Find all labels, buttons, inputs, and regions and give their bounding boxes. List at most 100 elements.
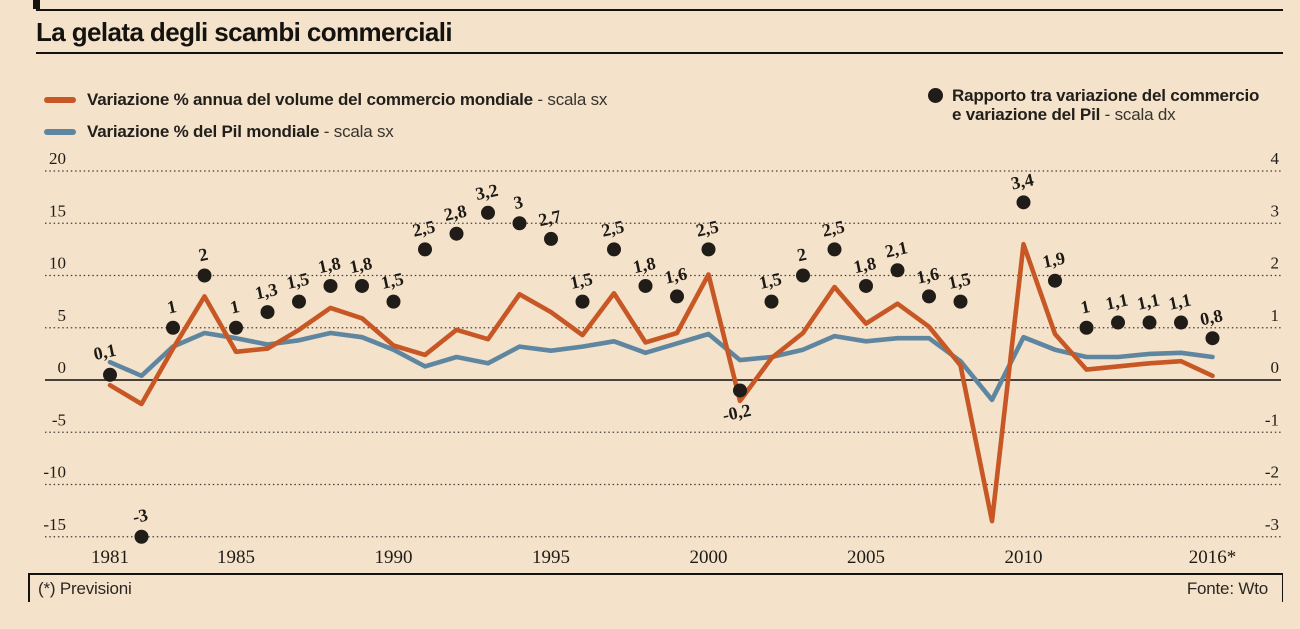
- ratio-value-label: 2,5: [694, 216, 720, 240]
- left-axis-label: 0: [58, 358, 67, 377]
- corner-tab-marker: [33, 0, 40, 9]
- ratio-dot: [827, 242, 842, 257]
- ratio-value-label: -0,2: [721, 400, 753, 425]
- legend-label-trade-suffix: - scala sx: [532, 90, 608, 109]
- left-axis-label: 20: [49, 149, 66, 168]
- ratio-value-label: 1: [1079, 296, 1092, 317]
- ratio-dot: [922, 289, 936, 304]
- left-axis-label: 10: [49, 254, 66, 273]
- ratio-dot: [1205, 331, 1220, 346]
- ratio-dot: [890, 263, 905, 278]
- ratio-value-label: 1,1: [1104, 290, 1130, 314]
- ratio-value-label: 1,8: [631, 253, 657, 277]
- ratio-dot: [859, 278, 873, 293]
- ratio-value-label: 1,1: [1135, 290, 1161, 314]
- ratio-value-label: 1: [165, 296, 178, 317]
- ratio-dot: [166, 320, 180, 335]
- ratio-value-label: 1,5: [379, 269, 405, 293]
- ratio-dot: [292, 294, 306, 309]
- ratio-dot: [449, 226, 464, 241]
- ratio-value-label: 1,6: [663, 263, 689, 287]
- right-axis-label: 0: [1271, 358, 1280, 377]
- ratio-dot: [953, 294, 968, 309]
- ratio-value-label: 1,6: [915, 263, 941, 287]
- ratio-dot: [638, 278, 653, 293]
- footer-tick-left: [28, 573, 30, 602]
- ratio-dot: [103, 367, 117, 382]
- source-credit: Fonte: Wto: [1186, 579, 1268, 598]
- ratio-dot: [1016, 195, 1031, 210]
- left-axis-label: -15: [43, 515, 66, 534]
- left-axis-label: -5: [52, 410, 66, 429]
- ratio-value-label: 1,5: [285, 269, 311, 293]
- ratio-value-label: 1,5: [568, 269, 594, 293]
- legend-label-ratio-suffix: - scala dx: [1100, 105, 1176, 124]
- ratio-value-label: 2,8: [442, 201, 468, 225]
- ratio-dot: [418, 242, 432, 257]
- ratio-dot: [670, 289, 684, 304]
- ratio-value-label: 0,1: [92, 340, 118, 364]
- ratio-dot: [197, 268, 212, 283]
- right-axis-label: -2: [1265, 463, 1279, 482]
- legend-label-gdp-suffix: - scala sx: [319, 122, 394, 141]
- ratio-dot: [1142, 315, 1157, 330]
- ratio-value-label: 3,4: [1009, 169, 1035, 193]
- ratio-dot: [134, 529, 149, 544]
- ratio-value-label: 1: [228, 296, 241, 317]
- ratio-value-label: 1,5: [946, 269, 972, 293]
- x-axis-year-label: 2000: [690, 547, 728, 568]
- legend-label-ratio-line1: Rapporto tra variazione del commercio: [952, 86, 1260, 105]
- x-axis-year-label: 1995: [532, 547, 570, 568]
- ratio-value-label: 2: [795, 244, 808, 265]
- page-title: La gelata degli scambi commerciali: [36, 17, 453, 47]
- x-axis-year-label: 1990: [375, 547, 413, 568]
- gdp-line: [107, 330, 1215, 403]
- ratio-value-label: 1,8: [316, 253, 342, 277]
- title-rule: [36, 52, 1283, 54]
- right-axis-label: -1: [1265, 410, 1279, 429]
- ratio-dot: [607, 242, 621, 257]
- ratio-value-label: 1,5: [757, 269, 783, 293]
- right-axis-label: 1: [1271, 306, 1280, 325]
- ratio-dot: [796, 268, 810, 283]
- ratio-value-label: 1,1: [1167, 290, 1193, 314]
- ratio-value-label: 2,1: [883, 237, 909, 261]
- legend-label-gdp-main: Variazione % del Pil mondiale: [87, 122, 320, 141]
- ratio-dot: [229, 320, 243, 335]
- ratio-dot: [733, 383, 747, 398]
- ratio-value-label: 2: [197, 244, 210, 265]
- left-axis-label: 15: [49, 201, 66, 220]
- ratio-dot-swatch-icon: [928, 88, 943, 103]
- x-axis-year-label: 1981: [91, 547, 129, 568]
- ratio-value-label: 3,2: [474, 180, 500, 204]
- ratio-dot: [323, 278, 338, 293]
- legend-label-gdp: Variazione % del Pil mondiale - scala sx: [87, 122, 394, 142]
- ratio-value-label: 1,8: [348, 253, 374, 277]
- footer-rule: [28, 573, 1283, 575]
- ratio-value-label: 0,8: [1198, 305, 1224, 329]
- legend-label-ratio-line2: e variazione del Pil: [952, 105, 1101, 124]
- ratio-dot: [355, 278, 369, 293]
- legend-label-trade-main: Variazione % annua del volume del commer…: [87, 90, 533, 109]
- ratio-value-label: 2,5: [411, 216, 437, 240]
- x-axis-year-label: 2016*: [1189, 547, 1237, 568]
- right-axis-label: -3: [1265, 515, 1279, 534]
- ratio-value-label: 1,8: [852, 253, 878, 277]
- ratio-dot: [386, 294, 401, 309]
- ratio-value-label: 2,5: [600, 216, 626, 240]
- legend-label-ratio: Rapporto tra variazione del commercio e …: [952, 86, 1259, 124]
- ratio-value-label: 3: [512, 192, 525, 213]
- ratio-dot: [575, 294, 590, 309]
- ratio-value-label: 2,7: [537, 206, 563, 230]
- ratio-dot: [1079, 320, 1094, 335]
- ratio-dot: [544, 231, 558, 246]
- gdp-line-swatch-icon: [44, 129, 76, 135]
- ratio-value-label: 1,3: [253, 279, 279, 303]
- ratio-dot: [701, 242, 716, 257]
- ratio-dot: [1174, 315, 1188, 330]
- legend-label-trade: Variazione % annua del volume del commer…: [87, 90, 607, 110]
- legend-item-gdp: Variazione % del Pil mondiale - scala sx: [44, 122, 394, 142]
- trade-volume-line: [107, 241, 1215, 524]
